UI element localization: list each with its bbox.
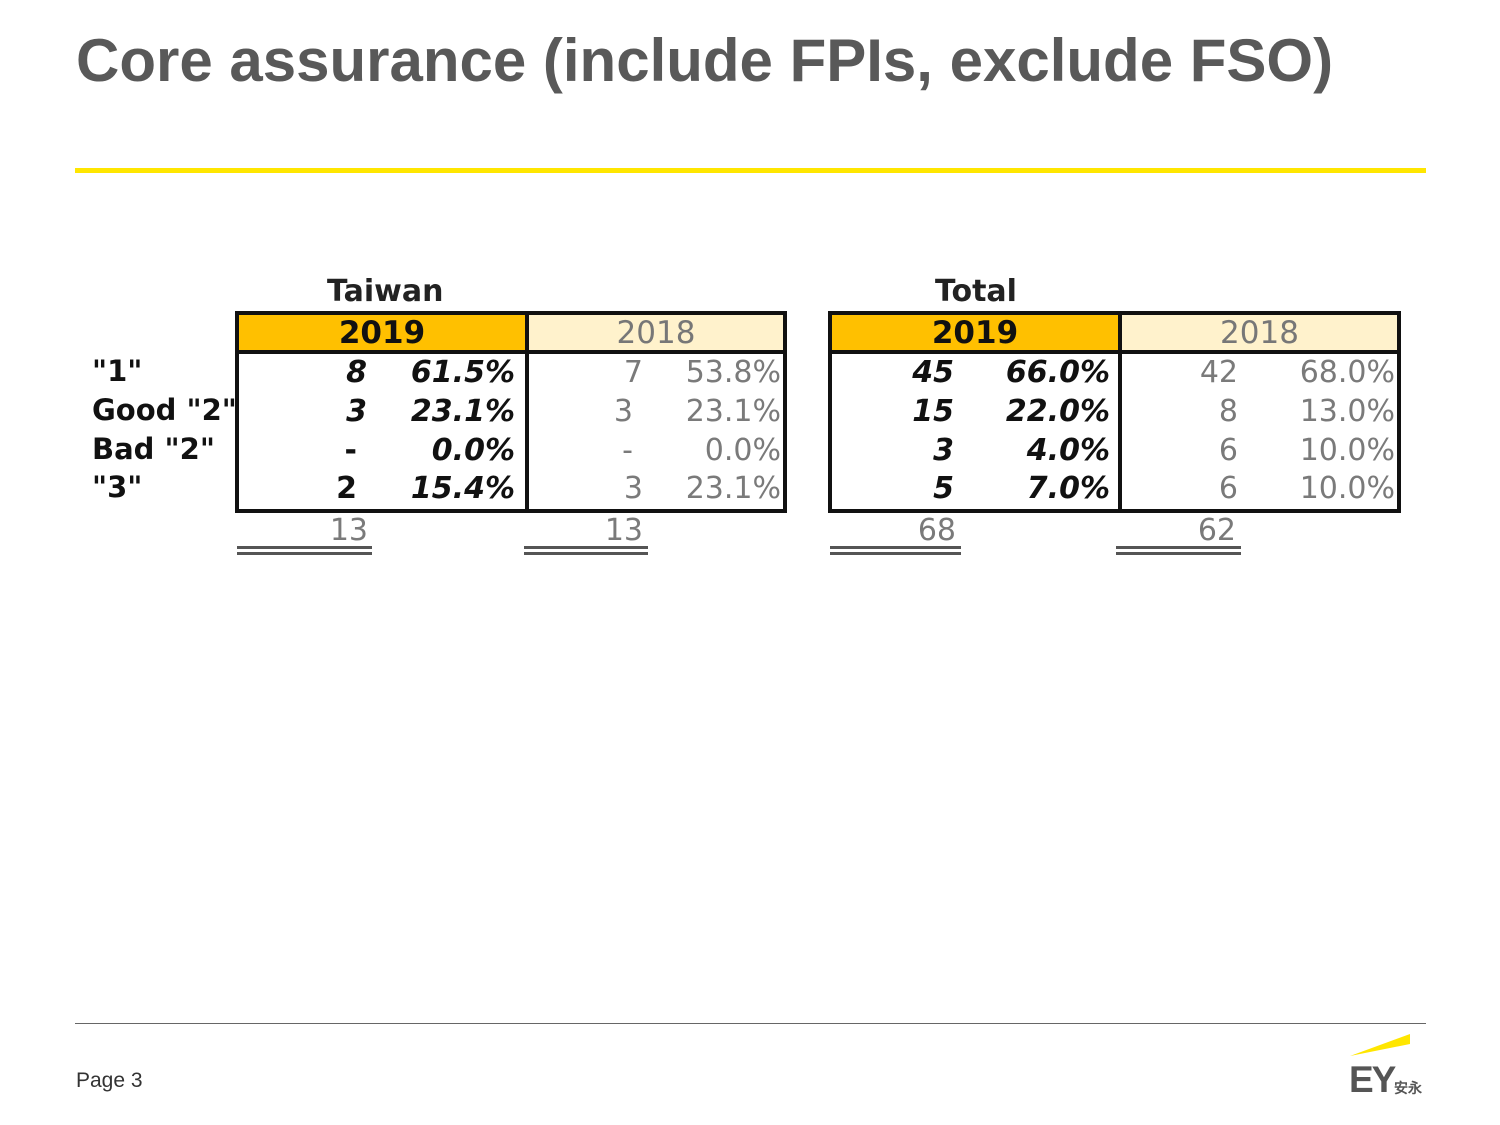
taiwan-2019-total: 13 bbox=[329, 513, 368, 548]
total-2019-total: 68 bbox=[917, 513, 956, 548]
ey-logo: EY 安永 bbox=[1348, 1032, 1428, 1100]
row-label-bad-2: Bad "2" bbox=[92, 432, 215, 466]
slide-title: Core assurance (include FPIs, exclude FS… bbox=[76, 27, 1334, 94]
taiwan-header-2018: 2018 bbox=[529, 315, 783, 354]
total-2018-count: 6 bbox=[1218, 433, 1238, 468]
total-2018-pct: 68.0% bbox=[1299, 355, 1395, 390]
taiwan-header-2019: 2019 bbox=[239, 315, 525, 354]
total-table: 2019 2018 45 15 3 5 66.0% 22.0% 4.0% 7.0… bbox=[828, 311, 1401, 513]
total-2019-pct: 7.0% bbox=[1026, 471, 1110, 506]
taiwan-2018-pct: 53.8% bbox=[685, 355, 781, 390]
total-2018-count: 42 bbox=[1199, 355, 1238, 390]
ey-logo-text: EY bbox=[1349, 1059, 1396, 1100]
row-label-good-2: Good "2" bbox=[92, 393, 237, 427]
taiwan-2018-count: 3 bbox=[623, 471, 643, 506]
taiwan-2019-count: 2 bbox=[336, 471, 357, 506]
total-title: Total bbox=[935, 274, 1017, 309]
taiwan-2018-pct: 23.1% bbox=[685, 471, 781, 506]
taiwan-2019-pct: 0.0% bbox=[431, 433, 515, 468]
taiwan-divider bbox=[525, 315, 529, 509]
total-2018-pct: 13.0% bbox=[1299, 394, 1395, 429]
total-2018-pct: 10.0% bbox=[1299, 471, 1395, 506]
ey-logo-cn-text: 安永 bbox=[1394, 1081, 1422, 1097]
total-2019-count: 3 bbox=[933, 433, 954, 468]
page-number: Page 3 bbox=[76, 1069, 143, 1092]
taiwan-2019-pct: 61.5% bbox=[410, 355, 515, 390]
taiwan-2018-double-underline bbox=[524, 546, 648, 555]
taiwan-2018-count: - bbox=[622, 433, 633, 468]
taiwan-2019-pct: 15.4% bbox=[410, 471, 515, 506]
total-2019-count: 5 bbox=[933, 471, 954, 506]
total-2018-total: 62 bbox=[1197, 513, 1236, 548]
taiwan-2018-count: 3 bbox=[613, 394, 633, 429]
taiwan-2018-pct: 0.0% bbox=[704, 433, 781, 468]
taiwan-2019-pct: 23.1% bbox=[410, 394, 515, 429]
taiwan-2018-total: 13 bbox=[604, 513, 643, 548]
total-header-2019: 2019 bbox=[832, 315, 1118, 354]
total-header-2018: 2018 bbox=[1122, 315, 1397, 354]
title-underline bbox=[75, 168, 1426, 173]
ey-beam-icon bbox=[1350, 1034, 1410, 1056]
total-2019-count: 45 bbox=[912, 355, 954, 390]
total-2018-double-underline bbox=[1116, 546, 1241, 555]
taiwan-2019-count: 8 bbox=[346, 355, 367, 390]
taiwan-2019-double-underline bbox=[237, 546, 372, 555]
taiwan-title: Taiwan bbox=[327, 274, 444, 309]
total-divider bbox=[1118, 315, 1122, 509]
taiwan-2019-count: - bbox=[344, 433, 357, 468]
total-2019-pct: 22.0% bbox=[1005, 394, 1110, 429]
total-2019-pct: 66.0% bbox=[1005, 355, 1110, 390]
total-2019-double-underline bbox=[830, 546, 961, 555]
taiwan-2018-count: 7 bbox=[623, 355, 643, 390]
footer-rule bbox=[75, 1023, 1426, 1024]
taiwan-2019-count: 3 bbox=[346, 394, 367, 429]
total-2019-pct: 4.0% bbox=[1026, 433, 1110, 468]
row-label-3: "3" bbox=[92, 470, 143, 504]
total-2018-count: 6 bbox=[1218, 471, 1238, 506]
total-2018-pct: 10.0% bbox=[1299, 433, 1395, 468]
total-2019-count: 15 bbox=[912, 394, 954, 429]
taiwan-2018-pct: 23.1% bbox=[685, 394, 781, 429]
row-label-1: "1" bbox=[92, 354, 143, 388]
taiwan-table: 2019 2018 8 3 - 2 61.5% 23.1% 0.0% 15.4%… bbox=[235, 311, 787, 513]
total-2018-count: 8 bbox=[1218, 394, 1238, 429]
